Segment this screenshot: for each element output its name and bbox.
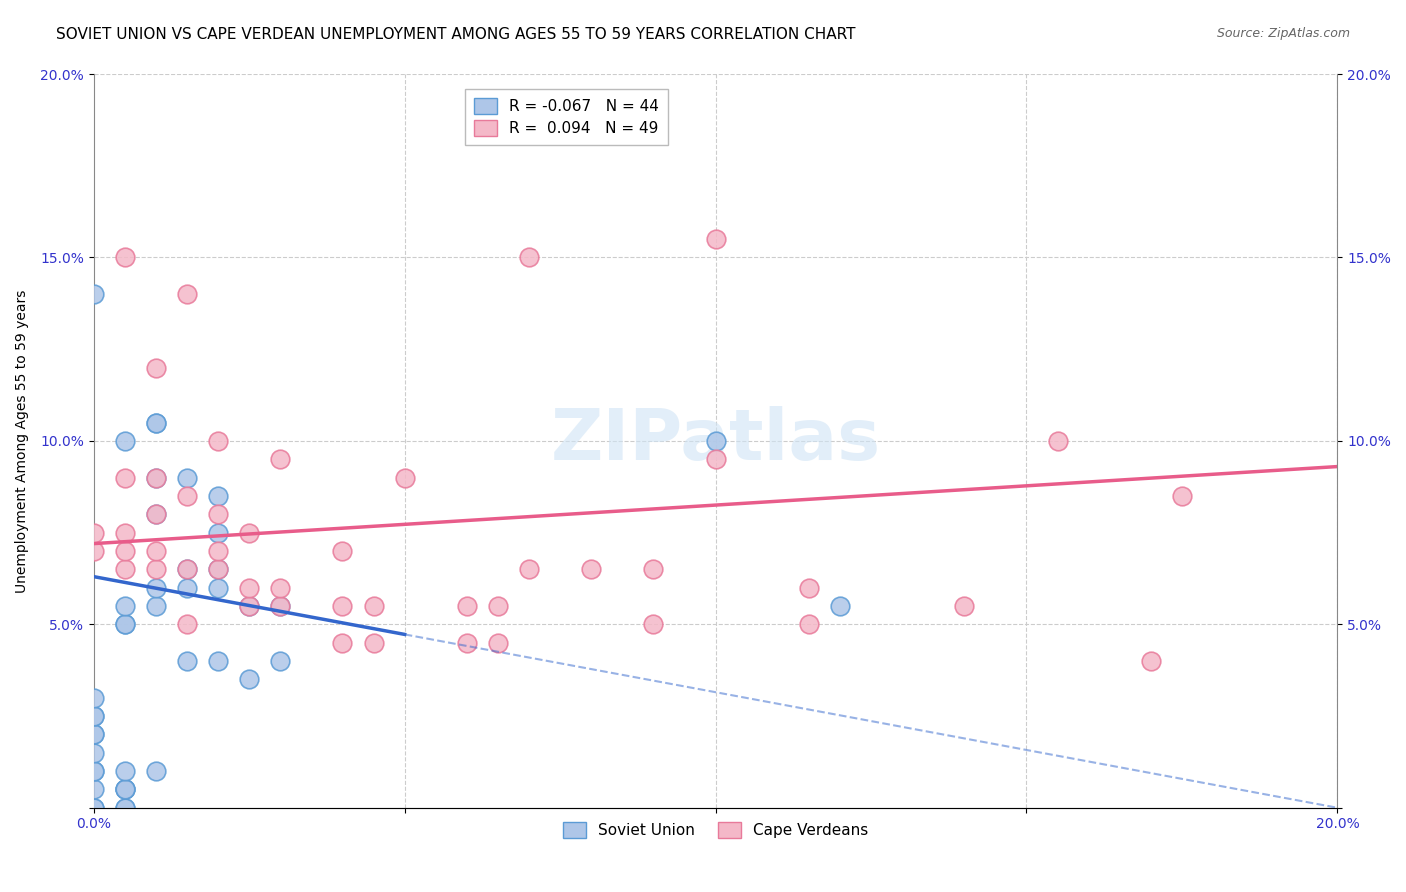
Point	[1046, 434, 1069, 448]
Point	[114, 251, 136, 265]
Point	[238, 581, 260, 595]
Text: SOVIET UNION VS CAPE VERDEAN UNEMPLOYMENT AMONG AGES 55 TO 59 YEARS CORRELATION : SOVIET UNION VS CAPE VERDEAN UNEMPLOYMEN…	[56, 27, 856, 42]
Point	[269, 599, 291, 613]
Point	[114, 470, 136, 484]
Point	[238, 525, 260, 540]
Point	[394, 470, 416, 484]
Point	[207, 544, 229, 558]
Point	[207, 489, 229, 503]
Point	[83, 782, 105, 797]
Point	[145, 599, 167, 613]
Legend: Soviet Union, Cape Verdeans: Soviet Union, Cape Verdeans	[557, 816, 875, 844]
Point	[145, 508, 167, 522]
Point	[207, 525, 229, 540]
Point	[238, 673, 260, 687]
Point	[83, 801, 105, 815]
Point	[207, 654, 229, 668]
Point	[517, 562, 540, 576]
Point	[114, 617, 136, 632]
Point	[643, 562, 665, 576]
Point	[1171, 489, 1194, 503]
Point	[83, 727, 105, 741]
Point	[83, 287, 105, 301]
Point	[238, 599, 260, 613]
Point	[114, 801, 136, 815]
Point	[145, 360, 167, 375]
Point	[145, 544, 167, 558]
Point	[176, 562, 198, 576]
Point	[176, 581, 198, 595]
Point	[1140, 654, 1163, 668]
Point	[176, 470, 198, 484]
Point	[114, 562, 136, 576]
Point	[114, 599, 136, 613]
Point	[176, 617, 198, 632]
Point	[207, 581, 229, 595]
Point	[83, 525, 105, 540]
Point	[83, 709, 105, 723]
Point	[363, 635, 385, 649]
Point	[207, 562, 229, 576]
Point	[207, 562, 229, 576]
Point	[114, 782, 136, 797]
Point	[332, 599, 354, 613]
Point	[176, 489, 198, 503]
Point	[704, 452, 727, 467]
Point	[517, 251, 540, 265]
Point	[456, 635, 478, 649]
Point	[176, 562, 198, 576]
Y-axis label: Unemployment Among Ages 55 to 59 years: Unemployment Among Ages 55 to 59 years	[15, 289, 30, 592]
Point	[83, 746, 105, 760]
Point	[704, 232, 727, 246]
Point	[269, 654, 291, 668]
Point	[332, 635, 354, 649]
Point	[953, 599, 976, 613]
Point	[456, 599, 478, 613]
Point	[83, 764, 105, 778]
Point	[207, 508, 229, 522]
Point	[828, 599, 851, 613]
Point	[332, 544, 354, 558]
Point	[83, 764, 105, 778]
Point	[269, 599, 291, 613]
Point	[176, 654, 198, 668]
Point	[114, 782, 136, 797]
Point	[114, 801, 136, 815]
Text: Source: ZipAtlas.com: Source: ZipAtlas.com	[1216, 27, 1350, 40]
Point	[145, 508, 167, 522]
Point	[579, 562, 602, 576]
Point	[238, 599, 260, 613]
Point	[83, 709, 105, 723]
Point	[145, 562, 167, 576]
Point	[269, 452, 291, 467]
Point	[145, 416, 167, 430]
Point	[114, 544, 136, 558]
Point	[207, 434, 229, 448]
Point	[145, 581, 167, 595]
Point	[269, 581, 291, 595]
Point	[145, 416, 167, 430]
Point	[83, 801, 105, 815]
Point	[145, 764, 167, 778]
Point	[704, 434, 727, 448]
Point	[114, 764, 136, 778]
Point	[145, 470, 167, 484]
Point	[363, 599, 385, 613]
Point	[83, 544, 105, 558]
Point	[114, 434, 136, 448]
Point	[797, 581, 820, 595]
Text: ZIPatlas: ZIPatlas	[551, 407, 880, 475]
Point	[114, 525, 136, 540]
Point	[83, 690, 105, 705]
Point	[114, 617, 136, 632]
Point	[145, 470, 167, 484]
Point	[114, 782, 136, 797]
Point	[176, 287, 198, 301]
Point	[83, 727, 105, 741]
Point	[643, 617, 665, 632]
Point	[797, 617, 820, 632]
Point	[486, 635, 509, 649]
Point	[486, 599, 509, 613]
